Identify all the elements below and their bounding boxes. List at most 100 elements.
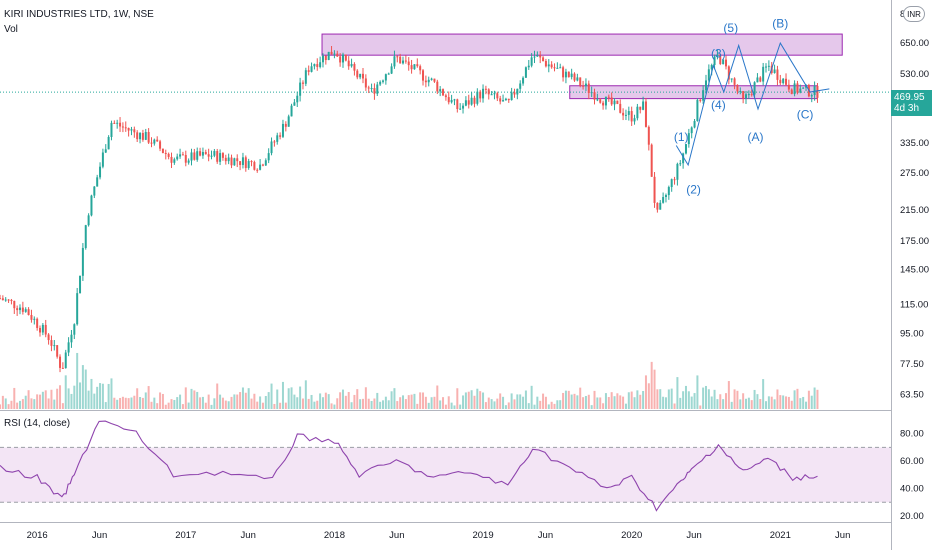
volume-bar [722, 399, 725, 409]
candle-body [702, 90, 705, 101]
volume-bar [370, 400, 373, 409]
volume-bar [604, 393, 607, 409]
volume-bar [307, 398, 310, 409]
volume-bar [259, 396, 262, 409]
volume-bar [596, 397, 599, 409]
candle-body [773, 69, 776, 73]
candle-body [644, 101, 647, 127]
candle-body [319, 62, 322, 67]
candle-body [413, 64, 416, 70]
candle-body [422, 70, 425, 81]
candle-body [584, 83, 587, 87]
candle-body [564, 71, 567, 78]
candle-body [556, 67, 559, 69]
volume-bar [647, 383, 650, 409]
candle-body [110, 122, 113, 137]
candle-body [785, 78, 788, 85]
volume-bar [153, 397, 156, 409]
volume-bar [590, 405, 593, 409]
candle-body [599, 99, 602, 103]
volume-bar [253, 393, 256, 409]
candle-body [530, 57, 533, 66]
candle-body [533, 56, 536, 58]
wave-label: (3) [711, 47, 726, 61]
candle-body [84, 225, 87, 248]
candle-body [107, 136, 110, 150]
candle-body [707, 69, 710, 81]
candle-body [762, 66, 765, 82]
volume-bar [187, 402, 190, 409]
time-axis-label: Jun [389, 530, 404, 541]
candle-body [670, 179, 673, 188]
candle-body [742, 91, 745, 99]
candle-body [0, 298, 1, 300]
volume-bar [462, 395, 465, 409]
candle-body [353, 63, 356, 71]
volume-bar [402, 395, 405, 409]
candle-body [330, 51, 333, 55]
volume-bar [522, 396, 525, 409]
volume-bar [207, 394, 210, 409]
volume-bar [593, 390, 596, 409]
price-axis-label: 215.00 [900, 205, 929, 216]
volume-bar [67, 388, 70, 409]
volume-bar [424, 396, 427, 409]
candle-body [376, 84, 379, 94]
volume-bar [670, 388, 673, 409]
candle-body [816, 85, 819, 98]
volume-bar [582, 397, 585, 409]
volume-bar [33, 399, 36, 409]
candle-body [181, 154, 184, 156]
candle-body [616, 100, 619, 104]
volume-bar [456, 388, 459, 409]
volume-bar [179, 394, 182, 409]
candle-body [682, 153, 685, 164]
volume-bar [241, 387, 244, 409]
volume-bar [367, 398, 370, 409]
volume-bar [579, 387, 582, 409]
volume-bar [756, 394, 759, 409]
volume-bar [204, 402, 207, 409]
wave-label: (A) [748, 130, 764, 144]
volume-bar [96, 386, 99, 409]
volume-bar [130, 397, 133, 409]
volume-bar [610, 392, 613, 409]
candle-body [73, 324, 76, 335]
volume-bar [0, 404, 1, 409]
candle-body [321, 55, 324, 63]
volume-bar [261, 402, 264, 409]
candle-body [261, 164, 264, 166]
volume-bar [573, 393, 576, 409]
volume-bar [753, 389, 756, 409]
volume-bar [341, 389, 344, 409]
volume-bar [499, 393, 502, 409]
volume-bar [739, 399, 742, 409]
candle-body [190, 152, 193, 161]
candle-body [782, 78, 785, 84]
candle-body [290, 105, 293, 117]
candle-body [361, 73, 364, 79]
candle-body [673, 179, 676, 181]
volume-bar [507, 402, 510, 409]
candle-body [559, 67, 562, 69]
volume-bar [301, 398, 304, 409]
currency-button[interactable]: INR [903, 6, 925, 22]
volume-bar [470, 390, 473, 409]
wave-label: (B) [772, 17, 788, 31]
candle-body [759, 77, 762, 82]
price-axis-label: 115.00 [900, 300, 928, 311]
volume-bar [676, 377, 679, 409]
candle-body [316, 64, 319, 67]
volume-bar [299, 386, 302, 409]
volume-bar [256, 401, 259, 409]
volume-bar [690, 396, 693, 409]
volume-bar [679, 397, 682, 409]
candle-body [96, 177, 99, 187]
candle-body [490, 94, 493, 96]
volume-bar [1, 395, 4, 409]
volume-bar [144, 392, 147, 409]
volume-bar [196, 391, 199, 409]
candle-body [19, 307, 22, 311]
candle-body [167, 153, 170, 157]
candle-body [610, 97, 613, 105]
